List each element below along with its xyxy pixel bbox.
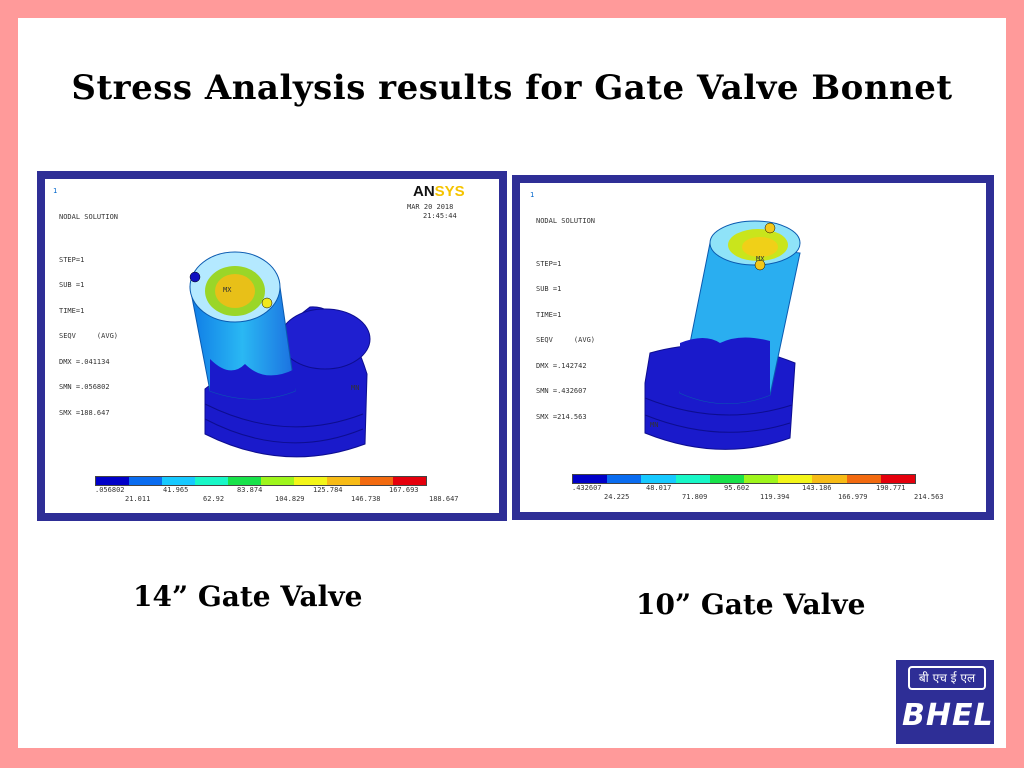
left-result-panel: 1 NODAL SOLUTION STEP=1 SUB =1 TIME=1 SE… — [37, 171, 507, 521]
legend-swatch — [573, 475, 608, 483]
right-bonnet-model — [644, 220, 801, 450]
legend-swatch — [129, 477, 162, 485]
right-legend-top-4: 190.771 — [876, 484, 906, 492]
right-header-line: TIME=1 — [536, 310, 562, 319]
legend-swatch — [228, 477, 261, 485]
right-header-line: SMX =214.563 — [536, 412, 587, 421]
bhel-logo-text: BHEL — [902, 698, 994, 733]
left-caption: 14” Gate Valve — [133, 580, 363, 613]
left-mx-label: MX — [223, 286, 232, 294]
left-legend-top-3: 125.784 — [313, 486, 343, 494]
legend-swatch — [812, 475, 847, 483]
right-header-line: DMX =.142742 — [536, 361, 587, 370]
legend-swatch — [393, 477, 426, 485]
left-header-line: DMX =.041134 — [59, 357, 110, 366]
right-legend-bottom-2: 119.394 — [760, 493, 790, 501]
right-legend-top-3: 143.186 — [802, 484, 832, 492]
left-header-line: NODAL SOLUTION — [59, 213, 119, 221]
slide-title: Stress Analysis results for Gate Valve B… — [71, 68, 953, 108]
left-header-line: TIME=1 — [59, 306, 85, 315]
legend-swatch — [327, 477, 360, 485]
legend-swatch — [607, 475, 642, 483]
left-window-number: 1 — [53, 187, 58, 195]
left-header-line: STEP=1 — [59, 255, 85, 264]
right-header-line: SMN =.432607 — [536, 387, 587, 395]
left-color-legend — [95, 476, 427, 486]
right-legend-top-0: .432607 — [572, 484, 602, 492]
ansys-logo: ANSYS — [413, 183, 465, 200]
right-legend-bottom-3: 166.979 — [838, 493, 868, 501]
left-date: MAR 20 2018 — [407, 203, 454, 211]
right-header-line: NODAL SOLUTION — [536, 217, 596, 225]
left-header-line: SMX =188.647 — [59, 408, 110, 417]
right-legend-top-2: 95.602 — [724, 484, 750, 492]
left-ansys-window: 1 NODAL SOLUTION STEP=1 SUB =1 TIME=1 SE… — [45, 179, 499, 513]
legend-swatch — [744, 475, 779, 483]
left-header-line: SUB =1 — [59, 281, 85, 289]
right-header-line: STEP=1 — [536, 259, 562, 268]
right-legend-bottom-4: 214.563 — [914, 493, 944, 501]
right-caption: 10” Gate Valve — [636, 588, 866, 621]
legend-swatch — [709, 475, 745, 483]
right-legend-top-1: 48.017 — [646, 484, 672, 492]
bhel-logo: बी एच ई एल BHEL — [896, 660, 994, 744]
left-legend-top-4: 167.693 — [389, 486, 419, 494]
bhel-hindi-text: बी एच ई एल — [908, 666, 986, 690]
left-mn-label: MN — [351, 384, 360, 392]
left-legend-bottom-3: 146.738 — [351, 495, 381, 503]
legend-swatch — [162, 477, 195, 485]
legend-swatch — [195, 477, 228, 485]
legend-swatch — [778, 475, 813, 483]
right-solution-header: NODAL SOLUTION STEP=1 SUB =1 TIME=1 SEQV… — [536, 200, 595, 438]
legend-swatch — [641, 475, 676, 483]
legend-swatch — [846, 475, 881, 483]
left-header-line: SMN =.056802 — [59, 383, 110, 391]
legend-swatch — [261, 477, 294, 485]
left-legend-bottom-2: 104.829 — [275, 495, 305, 503]
left-legend-bottom-1: 62.92 — [203, 495, 225, 503]
left-header-line: SEQV (AVG) — [59, 332, 119, 340]
legend-swatch — [294, 477, 327, 485]
left-bonnet-model — [189, 251, 371, 458]
left-legend-top-0: .056802 — [95, 486, 125, 494]
right-header-line: SUB =1 — [536, 285, 562, 293]
legend-swatch — [96, 477, 129, 485]
right-legend-bottom-1: 71.809 — [682, 493, 708, 501]
right-header-line: SEQV (AVG) — [536, 336, 596, 344]
right-color-legend — [572, 474, 916, 484]
left-time: 21:45:44 — [423, 212, 457, 220]
left-legend-top-2: 83.874 — [237, 486, 263, 494]
left-legend-top-1: 41.965 — [163, 486, 189, 494]
right-ansys-window: 1 NODAL SOLUTION STEP=1 SUB =1 TIME=1 SE… — [520, 183, 986, 512]
left-solution-header: NODAL SOLUTION STEP=1 SUB =1 TIME=1 SEQV… — [59, 196, 118, 434]
legend-swatch — [360, 477, 393, 485]
legend-swatch — [880, 475, 916, 483]
right-legend-bottom-0: 24.225 — [604, 493, 630, 501]
right-window-number: 1 — [530, 191, 535, 199]
right-mn-label: MN — [650, 421, 659, 429]
left-legend-bottom-4: 188.647 — [429, 495, 459, 503]
right-result-panel: 1 NODAL SOLUTION STEP=1 SUB =1 TIME=1 SE… — [512, 175, 994, 520]
left-legend-bottom-0: 21.011 — [125, 495, 151, 503]
legend-swatch — [675, 475, 710, 483]
right-mx-label: MX — [756, 255, 765, 263]
